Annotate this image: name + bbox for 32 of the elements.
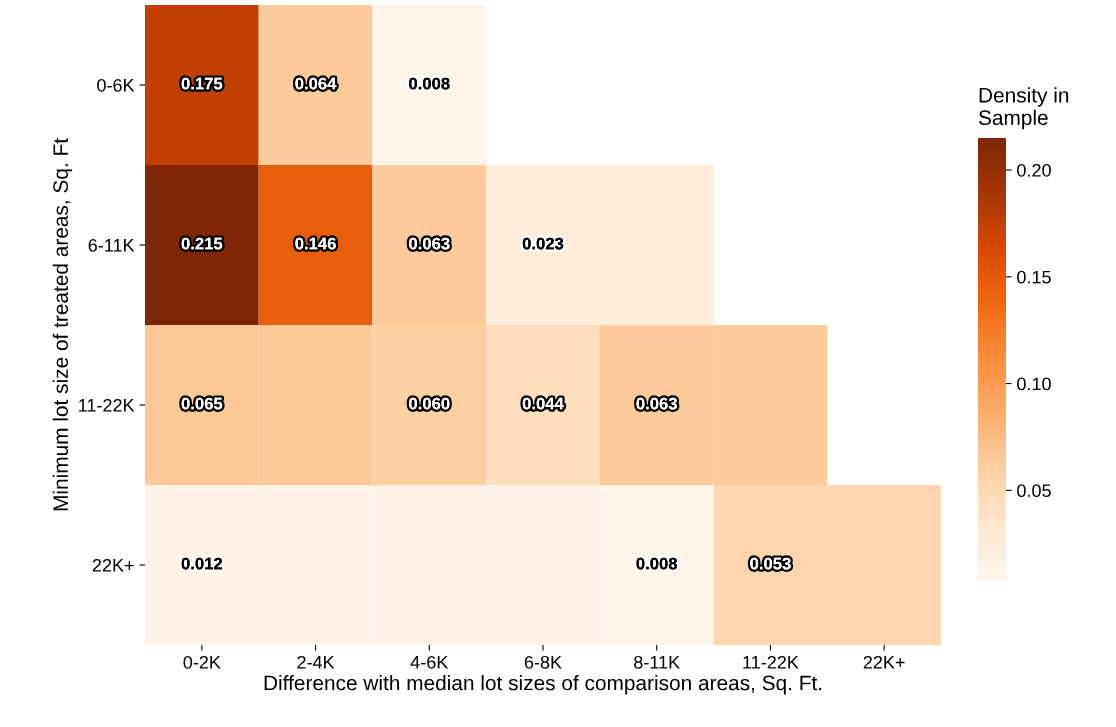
data-label: 0.146 bbox=[295, 237, 336, 250]
x-tick-label: 8-11K bbox=[634, 655, 680, 669]
x-tick-label: 4-6K bbox=[410, 655, 449, 669]
data-label: 0.060 bbox=[409, 397, 450, 410]
data-label: 0.063 bbox=[636, 397, 677, 410]
data-label: 0.175 bbox=[181, 77, 223, 90]
data-label: 0.053 bbox=[750, 557, 791, 570]
data-label: 0.215 bbox=[181, 237, 223, 250]
data-label: 0.063 bbox=[409, 237, 450, 250]
data-label: 0.044 bbox=[522, 397, 564, 410]
x-tick-label: 6-8K bbox=[524, 655, 562, 669]
color-bar-label: 0.10 bbox=[1017, 377, 1051, 391]
data-label: 0.064 bbox=[295, 77, 337, 90]
y-tick-label: 11-22K bbox=[79, 398, 135, 412]
color-bar-label: 0.05 bbox=[1017, 484, 1051, 498]
y-axis-title: Minimum lot size of treated areas, Sq. Ft bbox=[52, 138, 73, 511]
x-tick-label: 11-22K bbox=[743, 655, 799, 669]
color-bar-title: Density in Sample bbox=[978, 87, 1069, 130]
x-axis-title: Difference with median lot sizes of comparison areas, Sq. Ft. bbox=[264, 675, 822, 695]
y-tick-label: 22K+ bbox=[92, 558, 134, 572]
data-label: 0.008 bbox=[409, 77, 450, 90]
y-tick-label: 6-11K bbox=[88, 238, 135, 252]
color-bar-label: 0.15 bbox=[1017, 270, 1051, 284]
data-label: 0.008 bbox=[636, 557, 678, 570]
y-tick-label: 0-6K bbox=[97, 78, 135, 92]
data-label: 0.023 bbox=[522, 237, 564, 250]
x-tick-label: 0-2K bbox=[183, 655, 221, 669]
data-label: 0.012 bbox=[181, 557, 223, 570]
color-bar-label: 0.20 bbox=[1017, 163, 1051, 177]
x-tick-label: 22K+ bbox=[863, 655, 905, 669]
data-label: 0.065 bbox=[181, 397, 223, 410]
x-tick-label: 2-4K bbox=[297, 655, 335, 669]
